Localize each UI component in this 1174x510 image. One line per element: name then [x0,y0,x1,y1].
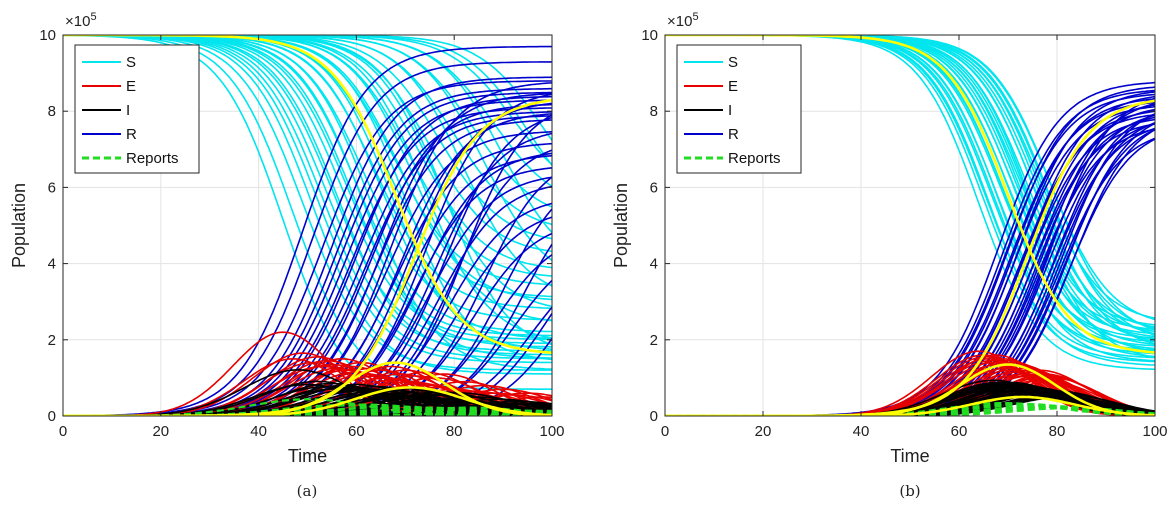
legend-label-s: S [728,54,738,71]
x-tick-label: 100 [1142,423,1167,440]
legend-label-e: E [728,78,738,95]
x-tick-label: 100 [539,423,564,440]
legend-label-i: I [126,102,130,119]
y-tick-label: 0 [48,408,56,425]
series-group [665,35,1155,416]
panel-b: 0 20 40 60 80 100 0 2 4 6 8 10 ×105 Time Population (b)… [611,11,1168,500]
panel-caption: (a) [297,482,318,500]
x-tick-label: 60 [348,423,365,440]
series-line-Reports [63,409,552,416]
mean-line-E [63,361,552,416]
y-tick-label: 4 [650,256,658,273]
series-line-R [665,137,1155,416]
series-line-S [63,35,552,240]
y-tick-label: 6 [48,179,56,196]
panel-caption: (b) [899,482,920,500]
legend-label-r: R [728,126,739,143]
legend-label-reports: Reports [728,150,781,167]
y-tick-label: 0 [650,408,658,425]
x-tick-label: 0 [661,423,669,440]
y-tick-label: 8 [650,103,658,120]
y-tick-label: 10 [39,27,56,44]
panel-a: 0 20 40 60 80 100 0 2 4 6 8 10 ×105 Time Population (a)… [9,11,565,500]
legend-label-i: I [728,102,732,119]
y-axis-label: Population [611,183,631,268]
axes-box [664,34,1156,417]
series-line-S [63,35,552,339]
x-tick-label: 40 [853,423,870,440]
legend-label-e: E [126,78,136,95]
series-line-I [63,400,552,416]
axis-multiplier: ×105 [667,11,699,30]
series-line-Reports [63,411,552,416]
y-tick-label: 10 [641,27,658,44]
series-line-S [665,35,1155,359]
x-tick-label: 20 [755,423,772,440]
axes-box [62,34,553,417]
y-tick-label: 8 [48,103,56,120]
x-tick-label: 80 [446,423,463,440]
series-line-I [63,401,552,416]
mean-line-E [665,363,1155,416]
mean-line-I [63,386,552,416]
series-line-S [63,35,552,287]
y-tick-label: 4 [48,256,56,273]
series-line-S [63,35,552,346]
x-tick-label: 60 [951,423,968,440]
legend-label-reports: Reports [126,150,179,167]
series-line-S [665,35,1155,346]
legend-label-r: R [126,126,137,143]
x-axis-label: Time [890,446,929,466]
series-line-Reports [63,409,552,416]
series-line-E [63,388,552,416]
series-line-E [63,392,552,416]
x-tick-label: 80 [1049,423,1066,440]
y-tick-label: 2 [650,332,658,349]
grid [63,35,552,416]
y-tick-label: 6 [650,179,658,196]
axis-multiplier: ×105 [65,11,97,30]
legend-label-s: S [126,54,136,71]
y-tick-label: 2 [48,332,56,349]
mean-line-I [665,395,1155,416]
x-axis-label: Time [288,446,327,466]
y-axis-label: Population [9,183,29,268]
x-tick-label: 0 [59,423,67,440]
x-tick-label: 40 [250,423,267,440]
x-tick-label: 20 [152,423,169,440]
